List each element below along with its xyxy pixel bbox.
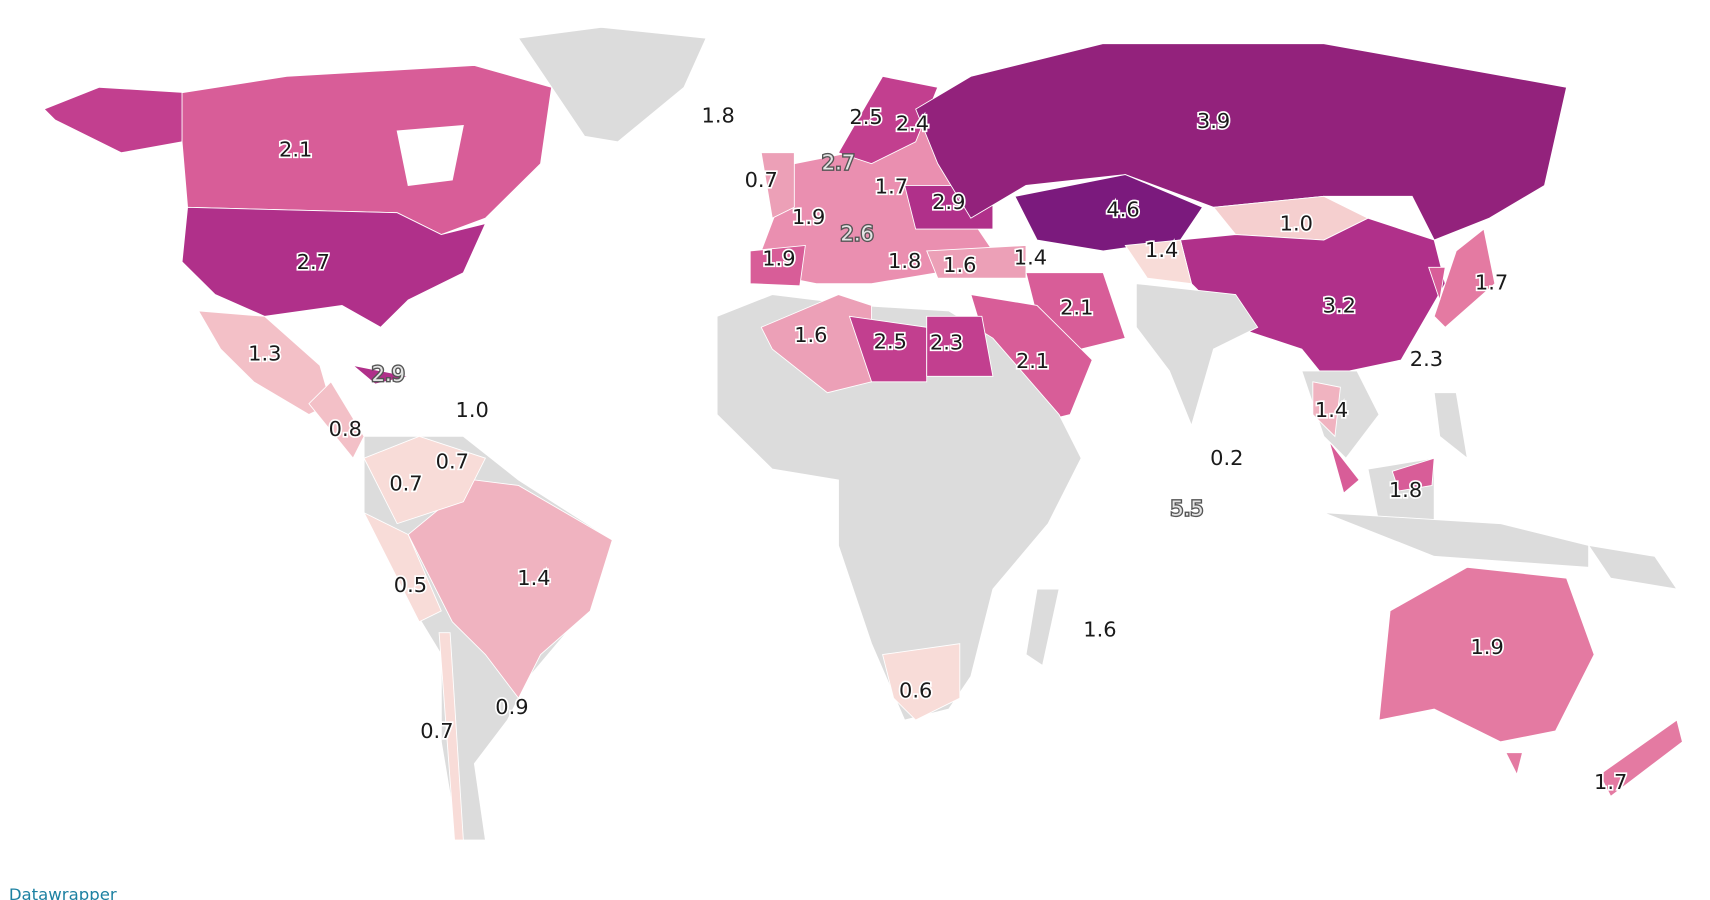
region-value-label: 0.8 [329,417,362,441]
region-value-label: 0.2 [1210,446,1243,470]
region-value-label: 1.9 [792,205,825,229]
hudson-bay [396,124,464,186]
region-value-label: 2.7 [822,151,855,175]
india [1135,283,1259,427]
region-value-label: 0.6 [899,679,932,703]
region-value-label: 1.9 [762,247,795,271]
region-value-label: 1.3 [248,342,281,366]
alaska [43,86,189,154]
region-value-label: 1.4 [1014,246,1047,270]
region-value-label: 0.7 [745,168,778,192]
madagascar [1025,588,1060,667]
region-value-label: 1.8 [702,104,735,128]
footer-credit[interactable]: Datawrapper [9,885,117,900]
russia [915,43,1568,241]
region-value-label: 0.7 [389,471,422,495]
region-value-label: 0.7 [436,450,469,474]
spain [749,244,806,287]
region-value-label: 2.3 [930,331,963,355]
malaysia [1328,441,1360,494]
region-value-label: 0.5 [394,573,427,597]
indonesia [1323,512,1590,568]
central-america [308,381,365,459]
africa [716,294,1082,721]
region-value-label: 1.6 [943,253,976,277]
usa [181,206,487,328]
region-value-label: 1.9 [1470,635,1503,659]
region-value-label: 2.5 [874,330,907,354]
region-value-label: 1.0 [1280,212,1313,236]
uk [760,152,795,219]
region-value-label: 1.6 [794,323,827,347]
region-value-label: 2.1 [1060,296,1093,320]
turkey [926,244,1027,279]
region-value-label: 1.4 [517,566,550,590]
libya [848,315,928,383]
region-value-label: 5.5 [1170,497,1203,521]
region-value-label: 3.2 [1323,294,1356,318]
region-value-label: 1.4 [1315,398,1348,422]
greenland [517,26,707,143]
region-value-label: 2.7 [297,250,330,274]
region-value-label: 2.3 [1410,347,1443,371]
region-value-label: 4.6 [1106,198,1139,222]
canada [181,65,553,236]
region-value-label: 1.7 [1594,770,1627,794]
region-value-label: 1.8 [1389,478,1422,502]
regions [43,26,1683,841]
region-value-label: 2.9 [372,362,405,386]
labels: 1.8 2.5 2.4 3.9 2.1 2.7 0.7 1.7 2.9 4.6 … [246,102,1629,796]
region-value-label: 2.5 [849,105,882,129]
korea [1428,266,1446,301]
region-value-label: 1.0 [456,398,489,422]
philippines [1433,392,1468,460]
sabah [1391,457,1435,492]
region-value-label: 2.6 [841,222,874,246]
region-value-label: 3.9 [1197,109,1230,133]
colombia-venezuela [363,435,487,525]
cuba [351,364,409,385]
region-value-label: 1.4 [1145,238,1178,262]
region-value-label: 1.8 [888,249,921,273]
region-value-label: 2.1 [279,138,312,162]
japan [1433,228,1496,328]
region-value-label: 0.7 [420,719,453,743]
central-asia [1124,239,1193,285]
egypt [926,315,994,377]
region-value-label: 1.6 [1083,618,1116,642]
brazil [407,479,613,700]
peru [363,511,442,623]
region-value-label: 2.1 [1016,349,1049,373]
region-value-label: 0.9 [495,695,528,719]
region-value-label: 1.7 [875,175,908,199]
region-value-label: 1.7 [1475,271,1508,295]
new-zealand [1599,719,1683,798]
australia [1378,566,1595,743]
thailand [1312,381,1341,438]
chile [438,632,464,841]
tasmania [1505,752,1524,776]
region-value-label: 2.4 [896,111,929,135]
papua-new-guinea [1587,544,1678,590]
region-value-label: 2.9 [932,190,965,214]
south-africa [882,643,961,721]
